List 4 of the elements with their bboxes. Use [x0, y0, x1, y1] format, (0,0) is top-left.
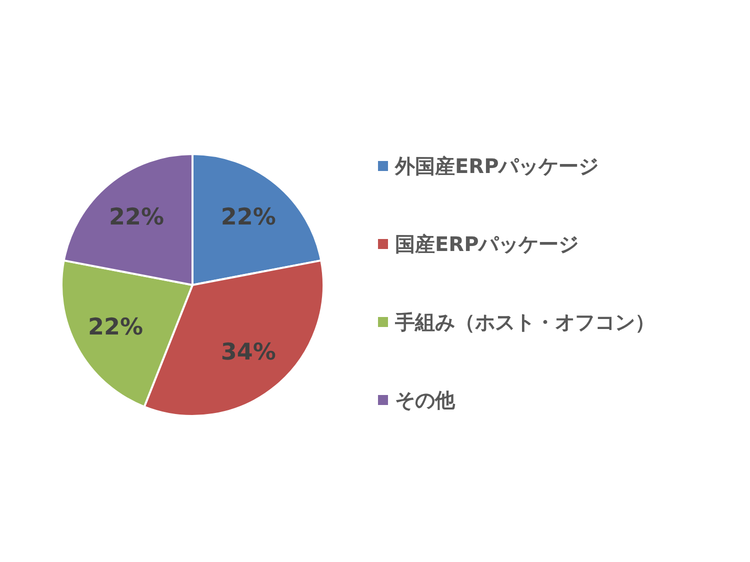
legend-label: 国産ERPパッケージ	[395, 232, 579, 256]
legend-label: その他	[395, 388, 456, 412]
legend-label: 手組み（ホスト・オフコン）	[394, 310, 655, 334]
legend-label: 外国産ERPパッケージ	[394, 154, 599, 178]
